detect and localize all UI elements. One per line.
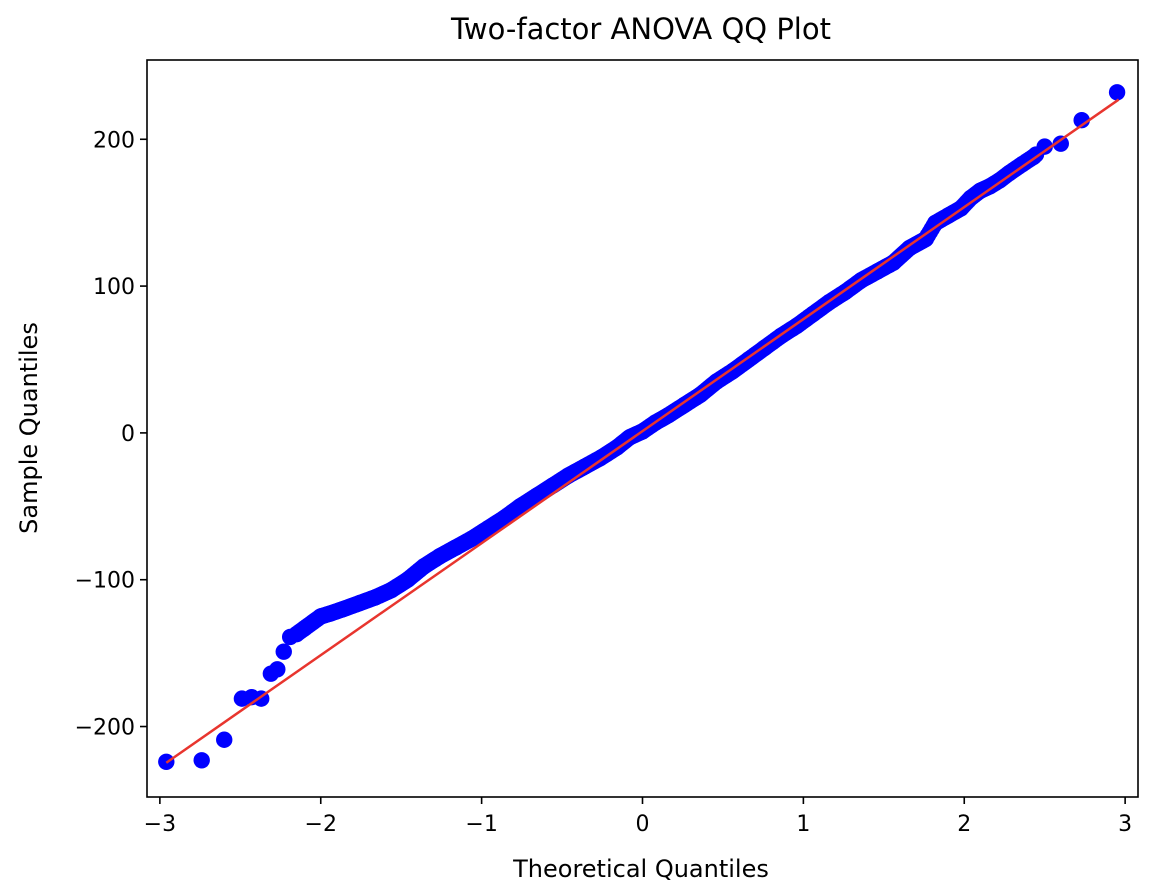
data-point (576, 458, 593, 475)
x-tick-label: 2 (957, 812, 971, 837)
data-point (495, 509, 513, 527)
data-point (463, 530, 481, 547)
data-point (869, 263, 886, 280)
data-point (275, 643, 292, 660)
x-tick-label: 1 (796, 812, 810, 837)
data-point (1108, 84, 1126, 101)
data-point (1052, 135, 1069, 152)
chart-title: Two-factor ANOVA QQ Plot (450, 12, 831, 46)
data-point (927, 214, 944, 232)
data-point (917, 230, 934, 248)
x-tick-label: 3 (1118, 812, 1132, 837)
data-point (621, 429, 638, 446)
data-point (399, 571, 416, 588)
data-point (512, 498, 529, 515)
data-point (351, 595, 368, 612)
data-point (544, 477, 561, 494)
data-point (676, 396, 693, 414)
y-axis-label: Sample Quantiles (15, 322, 43, 534)
data-point (724, 363, 741, 380)
data-point (415, 558, 432, 575)
reference-line (165, 98, 1120, 764)
data-point (193, 752, 210, 769)
data-point (216, 731, 233, 748)
data-point (335, 600, 352, 618)
x-tick-label: −3 (144, 812, 176, 837)
axis-ticks: −3 −2 −1 0 1 2 3 −200 −100 0 100 200 (75, 128, 1133, 837)
y-tick-label: 0 (121, 422, 135, 447)
x-tick-label: −2 (305, 812, 337, 837)
x-tick-label: −1 (465, 812, 497, 837)
data-point (447, 539, 465, 556)
y-tick-label: −200 (75, 716, 135, 741)
data-point (367, 589, 384, 606)
data-point (692, 386, 709, 403)
y-tick-label: −100 (75, 569, 135, 594)
data-point (322, 605, 339, 622)
data-point (1036, 138, 1053, 155)
data-point (479, 520, 497, 537)
x-axis-label: Theoretical Quantiles (512, 855, 769, 883)
data-point (269, 661, 286, 678)
data-point (431, 548, 448, 565)
y-tick-label: 200 (93, 128, 135, 153)
y-tick-label: 100 (93, 275, 135, 300)
data-point (528, 487, 545, 505)
x-tick-label: 0 (636, 812, 650, 837)
data-point (1073, 111, 1090, 129)
data-point (383, 581, 400, 599)
